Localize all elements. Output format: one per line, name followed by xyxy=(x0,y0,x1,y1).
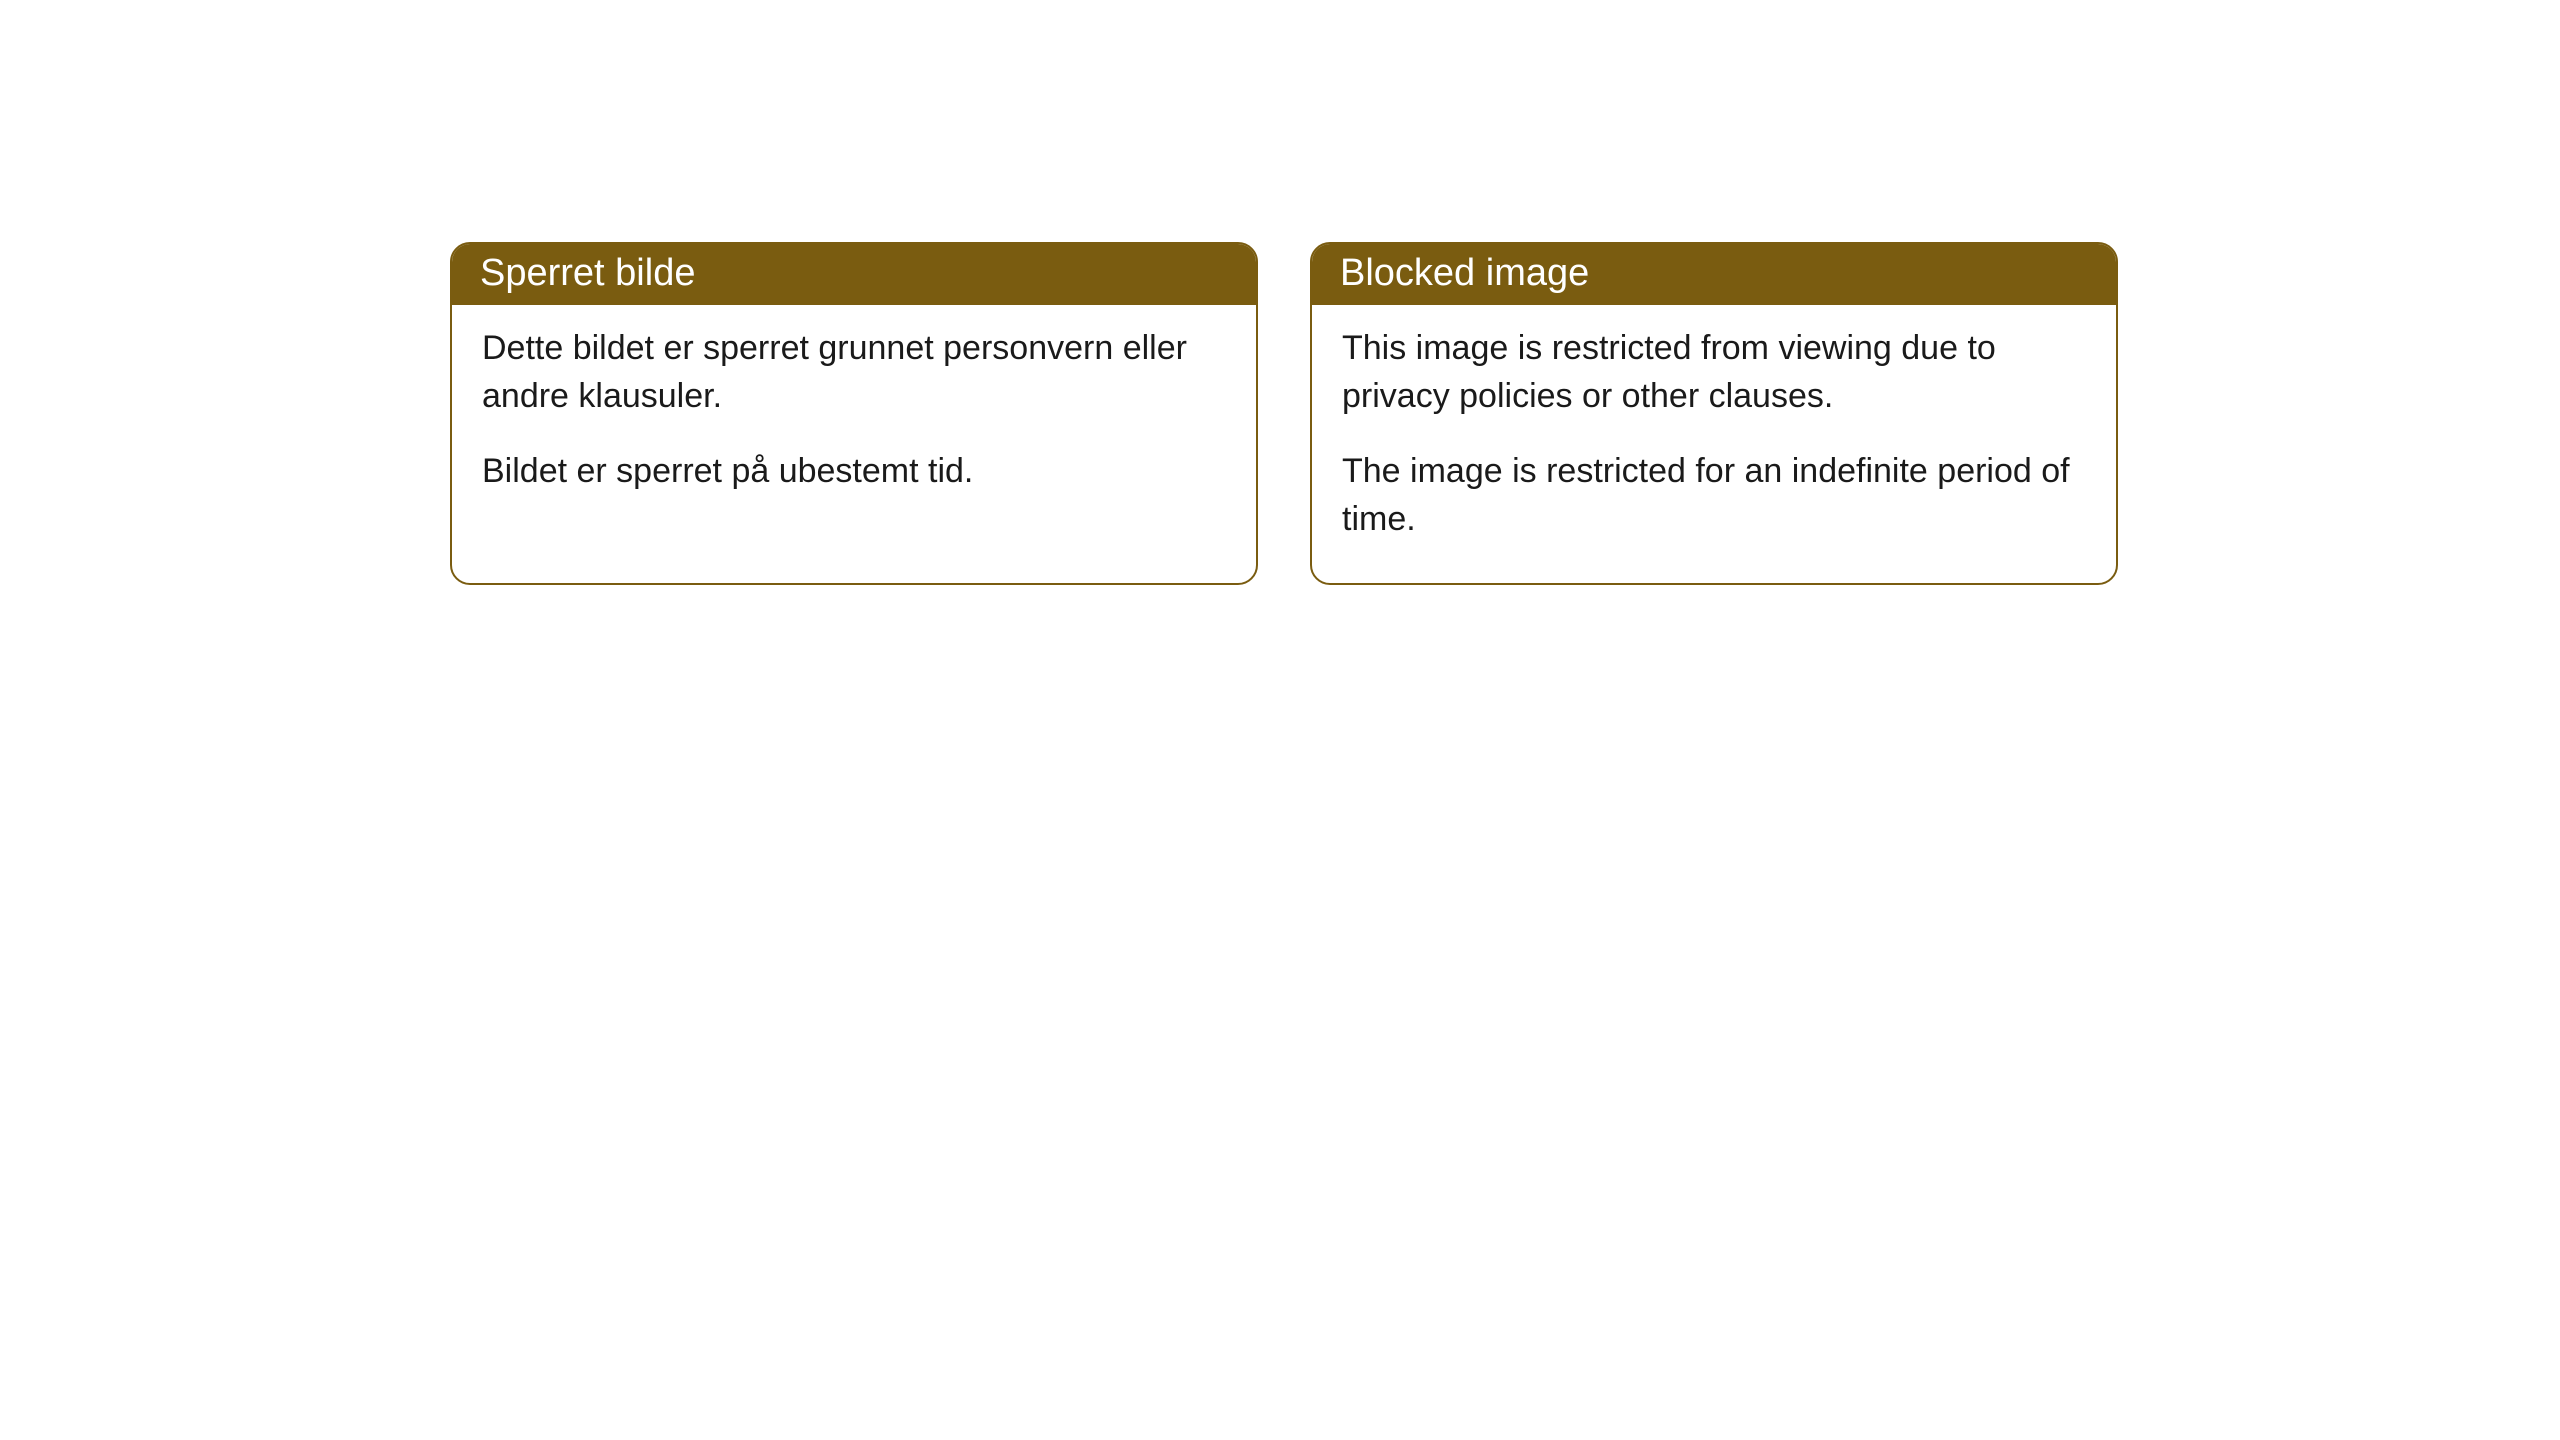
card-header: Blocked image xyxy=(1312,244,2116,305)
card-title: Sperret bilde xyxy=(480,252,695,294)
card-paragraph: Dette bildet er sperret grunnet personve… xyxy=(482,325,1226,420)
card-body: This image is restricted from viewing du… xyxy=(1312,305,2116,583)
notice-cards-container: Sperret bilde Dette bildet er sperret gr… xyxy=(450,242,2118,585)
notice-card-norwegian: Sperret bilde Dette bildet er sperret gr… xyxy=(450,242,1258,585)
card-body: Dette bildet er sperret grunnet personve… xyxy=(452,305,1256,536)
notice-card-english: Blocked image This image is restricted f… xyxy=(1310,242,2118,585)
card-paragraph: Bildet er sperret på ubestemt tid. xyxy=(482,448,1226,496)
card-header: Sperret bilde xyxy=(452,244,1256,305)
card-title: Blocked image xyxy=(1340,252,1589,294)
card-paragraph: The image is restricted for an indefinit… xyxy=(1342,448,2086,543)
card-paragraph: This image is restricted from viewing du… xyxy=(1342,325,2086,420)
